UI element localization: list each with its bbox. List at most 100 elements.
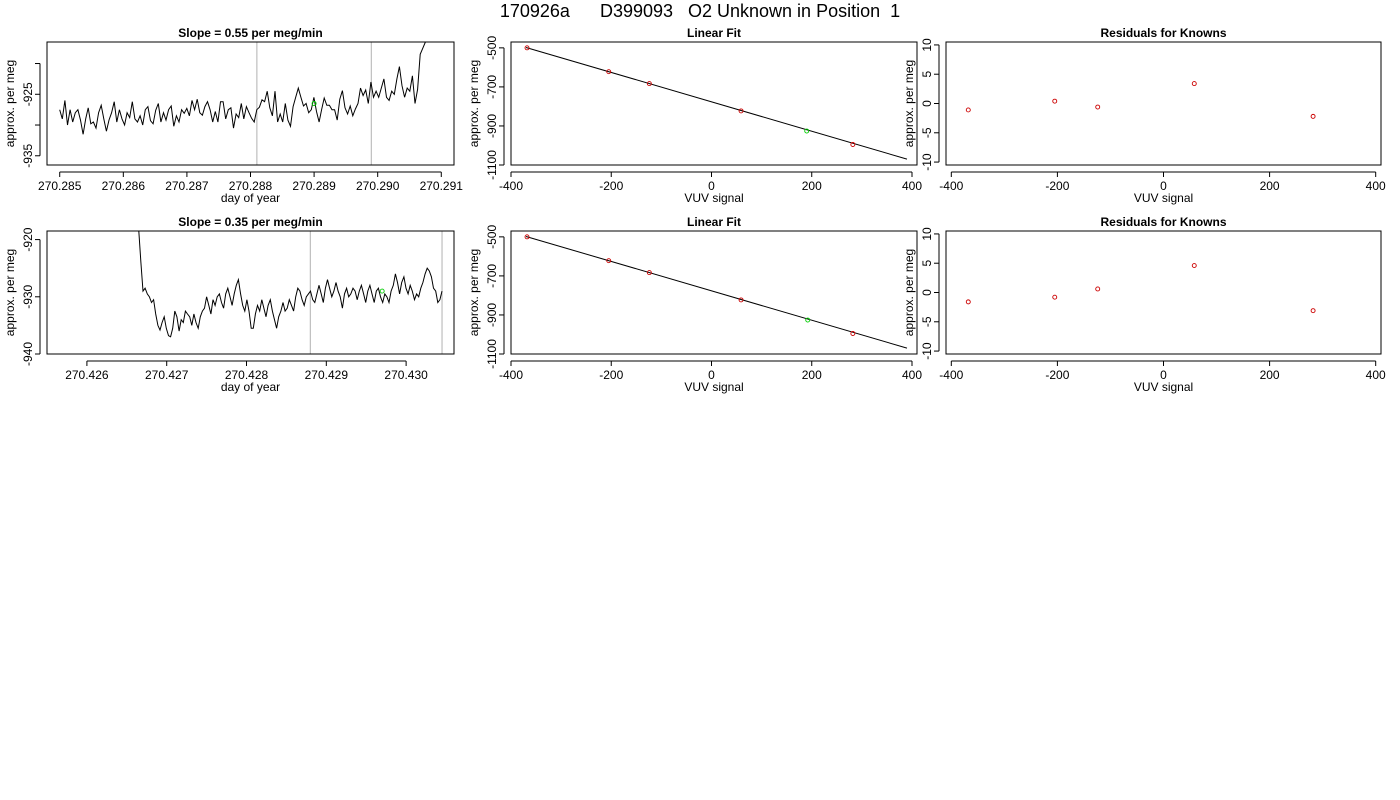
plot-frame [945,41,1382,166]
plot-frame [510,230,918,355]
chart-panel-4: 270.426 270.427 270.428 270.429 270.430 -940 -… [3,215,455,394]
y-tick-label: -900 [485,303,499,327]
y-axis-label: approx. per meg [902,60,916,147]
y-tick-label: -700 [485,75,499,99]
y-tick-label: -5 [920,127,934,138]
chart-title: Slope = 0.35 per meg/min [178,215,322,229]
plot-frame [945,230,1382,355]
y-tick-label: -900 [485,114,499,138]
x-tick-label: 270.286 [102,179,146,193]
y-tick-label: -935 [21,143,35,167]
x-axis-label: VUV signal [684,191,743,205]
y-tick-label: -1100 [485,339,499,369]
known-point [1095,104,1101,110]
known-point [738,108,744,114]
x-tick-label: 270.289 [292,179,336,193]
x-axis-label: VUV signal [1134,380,1193,394]
x-tick-label: 270.287 [165,179,209,193]
x-tick-label: 270.285 [38,179,82,193]
x-tick-label: -200 [599,179,623,193]
known-point [1191,263,1197,269]
y-tick-label: -500 [485,36,499,60]
x-tick-label: 400 [1366,179,1386,193]
x-tick-label: 270.291 [420,179,464,193]
chart-title: Linear Fit [687,215,741,229]
known-point [965,299,971,305]
y-tick-label: 5 [920,260,934,267]
known-point [606,69,612,75]
chart-panel-1: 270.285 270.286 270.287 270.288 270.289 270.2… [3,26,463,205]
known-point [1310,113,1316,119]
unknown-point [311,101,317,106]
x-tick-label: 0 [708,368,715,382]
x-tick-label: 400 [902,179,922,193]
x-tick-label: 200 [1260,368,1280,382]
plot-area [59,42,426,165]
unknown-point [805,317,811,323]
series-line [138,231,443,338]
known-point [646,270,652,276]
chart-panel-2: -400 -200 0 200 400 -1100 -900 -700 -500 Linear F… [467,26,922,205]
y-tick-label: 0 [920,289,934,296]
y-tick-label: -5 [920,316,934,327]
x-axis-label: VUV signal [684,380,743,394]
y-tick-label: -940 [21,342,35,366]
y-tick-label: -700 [485,264,499,288]
chart-title: Residuals for Knowns [1100,215,1226,229]
x-tick-label: -400 [499,179,523,193]
plot-area [524,45,908,160]
x-tick-label: 270.428 [225,368,269,382]
y-tick-label: -10 [920,153,934,171]
known-point [1095,286,1101,292]
chart-title: Linear Fit [687,26,741,40]
x-axis-label: day of year [221,380,280,394]
y-axis-label: approx. per meg [3,60,17,147]
fit-line [525,235,908,349]
series-line [59,42,426,135]
chart-panel-6: -400 -200 0 200 400 -10 -5 0 5 10 Residuals for Kn… [902,215,1386,394]
x-tick-label: 270.426 [65,368,109,382]
known-point [738,297,744,303]
x-tick-label: 0 [1160,368,1167,382]
x-tick-label: -200 [1045,368,1069,382]
y-axis-label: approx. per meg [467,60,481,147]
x-tick-label: 0 [1160,179,1167,193]
x-axis-label: day of year [221,191,280,205]
x-tick-label: 270.288 [229,179,273,193]
chart-title: Residuals for Knowns [1100,26,1226,40]
y-tick-label: -920 [21,227,35,251]
y-axis-label: approx. per meg [902,249,916,336]
known-point [1310,308,1316,314]
known-point [850,142,856,147]
x-tick-label: 270.290 [356,179,400,193]
plot-area [965,81,1316,119]
chart-title: Slope = 0.55 per meg/min [178,26,322,40]
plot-area [524,234,908,349]
y-axis-label: approx. per meg [3,249,17,336]
known-point [1052,98,1058,104]
unknown-point [379,288,385,294]
x-tick-label: -200 [599,368,623,382]
x-tick-label: -400 [499,368,523,382]
x-tick-label: 200 [1260,179,1280,193]
known-point [850,331,856,336]
y-tick-label: -1100 [485,150,499,180]
x-tick-label: -400 [939,368,963,382]
plot-frame [46,230,455,355]
x-tick-label: 270.430 [384,368,428,382]
x-tick-label: 200 [802,179,822,193]
chart-panel-5: -400 -200 0 200 400 -1100 -900 -700 -500 Linear F… [467,215,922,394]
unknown-point [804,128,810,134]
known-point [524,45,530,51]
known-point [606,258,612,264]
plot-area [138,231,443,354]
known-point [965,107,971,113]
y-tick-label: 0 [920,100,934,107]
x-tick-label: -200 [1045,179,1069,193]
x-tick-label: 270.429 [305,368,349,382]
known-point [524,234,530,240]
plot-area [965,263,1316,314]
known-point [1052,294,1058,300]
y-tick-label: -930 [21,284,35,308]
